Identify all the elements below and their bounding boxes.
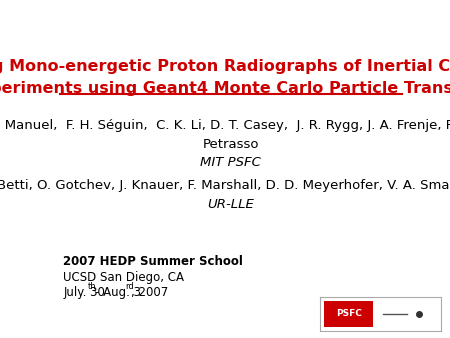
Text: Petrasso: Petrasso: [202, 138, 259, 151]
Text: th: th: [88, 282, 97, 291]
Text: rd: rd: [125, 282, 134, 291]
Text: July. 30: July. 30: [63, 286, 105, 299]
Text: - Aug. 3: - Aug. 3: [95, 286, 141, 299]
Text: Fusion Experiments using Geant4 Monte Carlo Particle Transport Toolkit: Fusion Experiments using Geant4 Monte Ca…: [0, 81, 450, 96]
Text: UCSD San Diego, CA: UCSD San Diego, CA: [63, 271, 184, 284]
Text: 2007 HEDP Summer School: 2007 HEDP Summer School: [63, 255, 243, 268]
Text: R. Betti, O. Gotchev, J. Knauer, F. Marshall, D. D. Meyerhofer, V. A. Smalyuk,: R. Betti, O. Gotchev, J. Knauer, F. Mars…: [0, 179, 450, 192]
Text: M. Manuel,  F. H. Séguin,  C. K. Li, D. T. Casey,  J. R. Rygg, J. A. Frenje, R. : M. Manuel, F. H. Séguin, C. K. Li, D. T.…: [0, 119, 450, 131]
Text: PSFC: PSFC: [336, 309, 362, 318]
Text: MIT PSFC: MIT PSFC: [200, 155, 261, 169]
FancyBboxPatch shape: [324, 301, 373, 327]
Text: UR-LLE: UR-LLE: [207, 198, 254, 211]
Text: Simulating Mono-energetic Proton Radiographs of Inertial Confinement: Simulating Mono-energetic Proton Radiogr…: [0, 59, 450, 74]
Text: , 2007: , 2007: [131, 286, 168, 299]
